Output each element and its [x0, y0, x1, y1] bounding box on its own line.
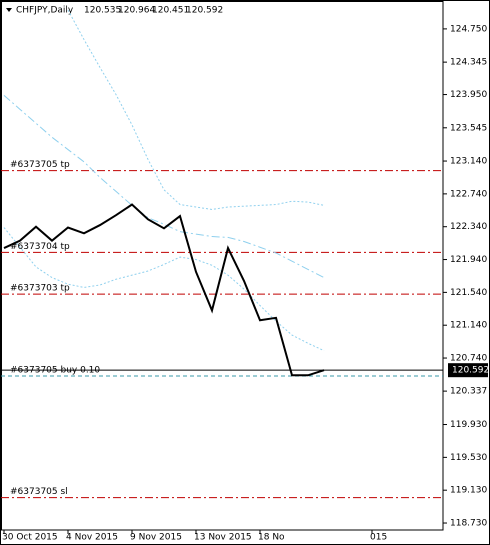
series-line [3, 95, 325, 279]
y-tick-label: 121.940 [450, 255, 487, 265]
x-tick-label: 13 Nov 2015 [194, 533, 252, 543]
y-tick-label: 120.337 [450, 387, 487, 397]
order-label: #6373703 tp [10, 284, 70, 294]
ohlc-value: 120.592 [186, 6, 223, 16]
y-tick-label: 124.345 [450, 58, 487, 68]
y-tick-label: 123.950 [450, 90, 487, 100]
series-line [67, 9, 325, 210]
plot-border [1, 1, 444, 531]
price-box-label: 120.592 [452, 366, 489, 376]
y-tick-label: 119.530 [450, 453, 487, 463]
y-tick-label: 122.740 [450, 189, 487, 199]
x-tick-label: 9 Nov 2015 [130, 533, 182, 543]
y-tick-label: 119.930 [450, 420, 487, 430]
y-tick-label: 122.340 [450, 222, 487, 232]
order-label: #6373705 tp [10, 160, 70, 170]
x-tick-label: 18 No [258, 533, 285, 543]
series-line [3, 203, 325, 377]
y-tick-label: 123.545 [450, 123, 487, 133]
y-tick-label: 121.540 [450, 288, 487, 298]
plot: #6373705 tp #6373704 tp #6373703 tp #637370… [1, 9, 443, 499]
y-tick-label: 123.140 [450, 157, 487, 167]
y-tick-label: 119.130 [450, 486, 487, 496]
x-tick-label: 4 Nov 2015 [66, 533, 118, 543]
ohlc-value: 120.964 [118, 6, 155, 16]
ohlc-value: 120.451 [152, 6, 189, 16]
order-label: #6373705 sl [10, 487, 68, 497]
price-box [448, 363, 488, 378]
y-tick-label: 124.750 [450, 24, 487, 34]
x-tick-label: 015 [370, 533, 387, 543]
x-tick-label: 30 Oct 2015 [2, 533, 58, 543]
header-icon [6, 8, 12, 12]
ohlc-value: 120.535 [84, 6, 121, 16]
order-label: #6373704 tp [10, 242, 70, 252]
y-tick-label: 118.730 [450, 519, 487, 529]
y-tick-label: 120.740 [450, 354, 487, 364]
y-tick-label: 121.140 [450, 321, 487, 331]
symbol: CHFJPY,Daily [16, 6, 74, 16]
